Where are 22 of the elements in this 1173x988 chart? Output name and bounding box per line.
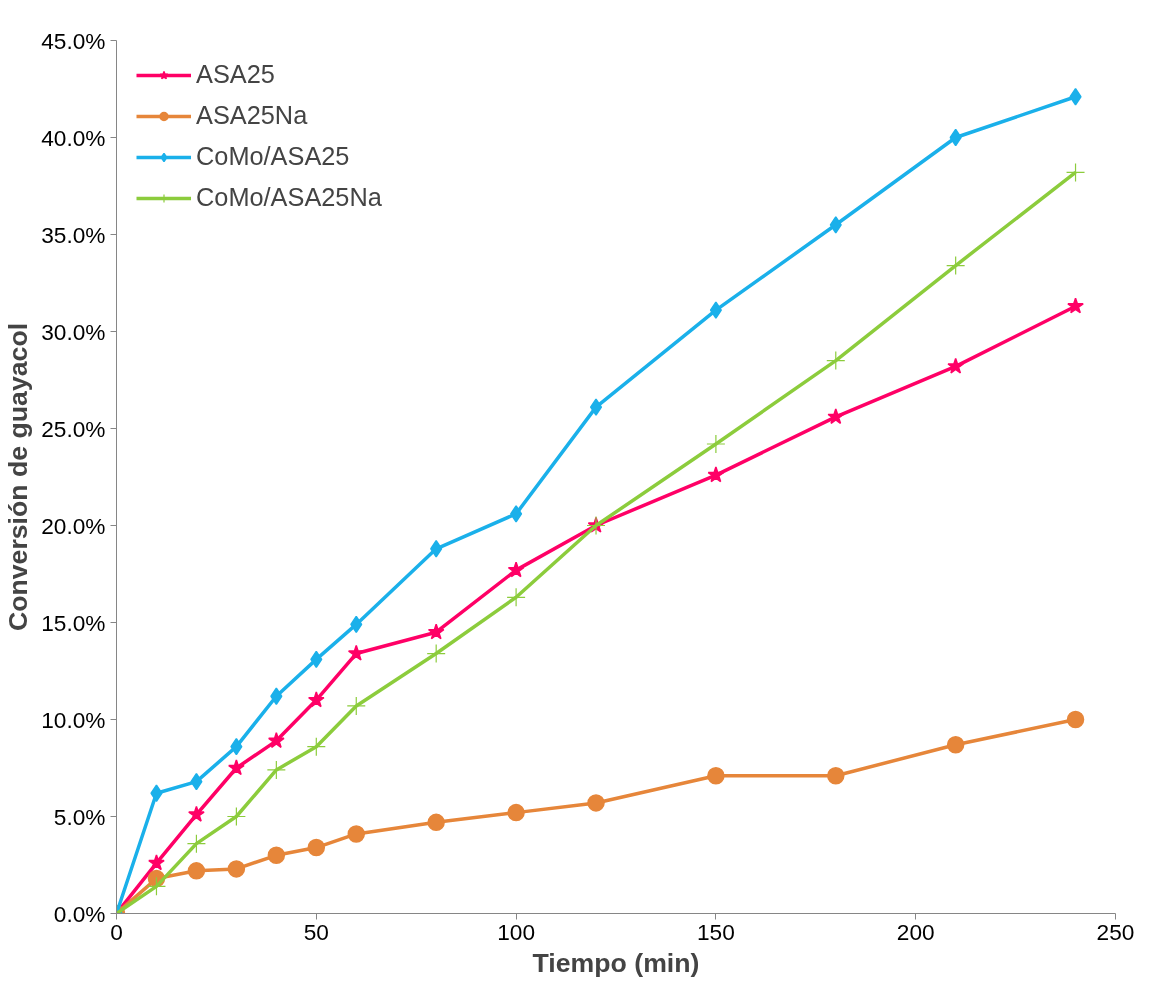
y-tick-label: 15.0% (41, 609, 106, 636)
y-tick-label: 40.0% (41, 124, 106, 151)
x-tick-label: 50 (303, 918, 329, 945)
legend-label: CoMo/ASA25Na (196, 183, 382, 212)
x-tick-label: 200 (896, 918, 935, 945)
y-tick-label: 10.0% (41, 706, 106, 733)
legend-label: CoMo/ASA25 (196, 142, 350, 171)
y-tick-label: 35.0% (41, 221, 106, 248)
x-tick-label: 0 (110, 918, 123, 945)
legend-label: ASA25Na (196, 101, 308, 130)
y-tick-label: 0.0% (53, 900, 106, 927)
x-tick-label: 250 (1096, 918, 1135, 945)
y-tick-label: 30.0% (41, 318, 106, 345)
y-axis-title: Conversión de guayacol (3, 322, 34, 632)
x-tick-label: 150 (697, 918, 735, 945)
y-tick-label: 45.0% (41, 27, 106, 54)
x-axis-title: Tiempo (min) (532, 947, 700, 978)
y-tick-label: 20.0% (41, 512, 106, 539)
y-tick-label: 25.0% (41, 415, 106, 442)
legend-label: ASA25 (196, 60, 275, 89)
y-tick-label: 5.0% (53, 803, 106, 830)
x-tick-label: 100 (497, 918, 536, 945)
